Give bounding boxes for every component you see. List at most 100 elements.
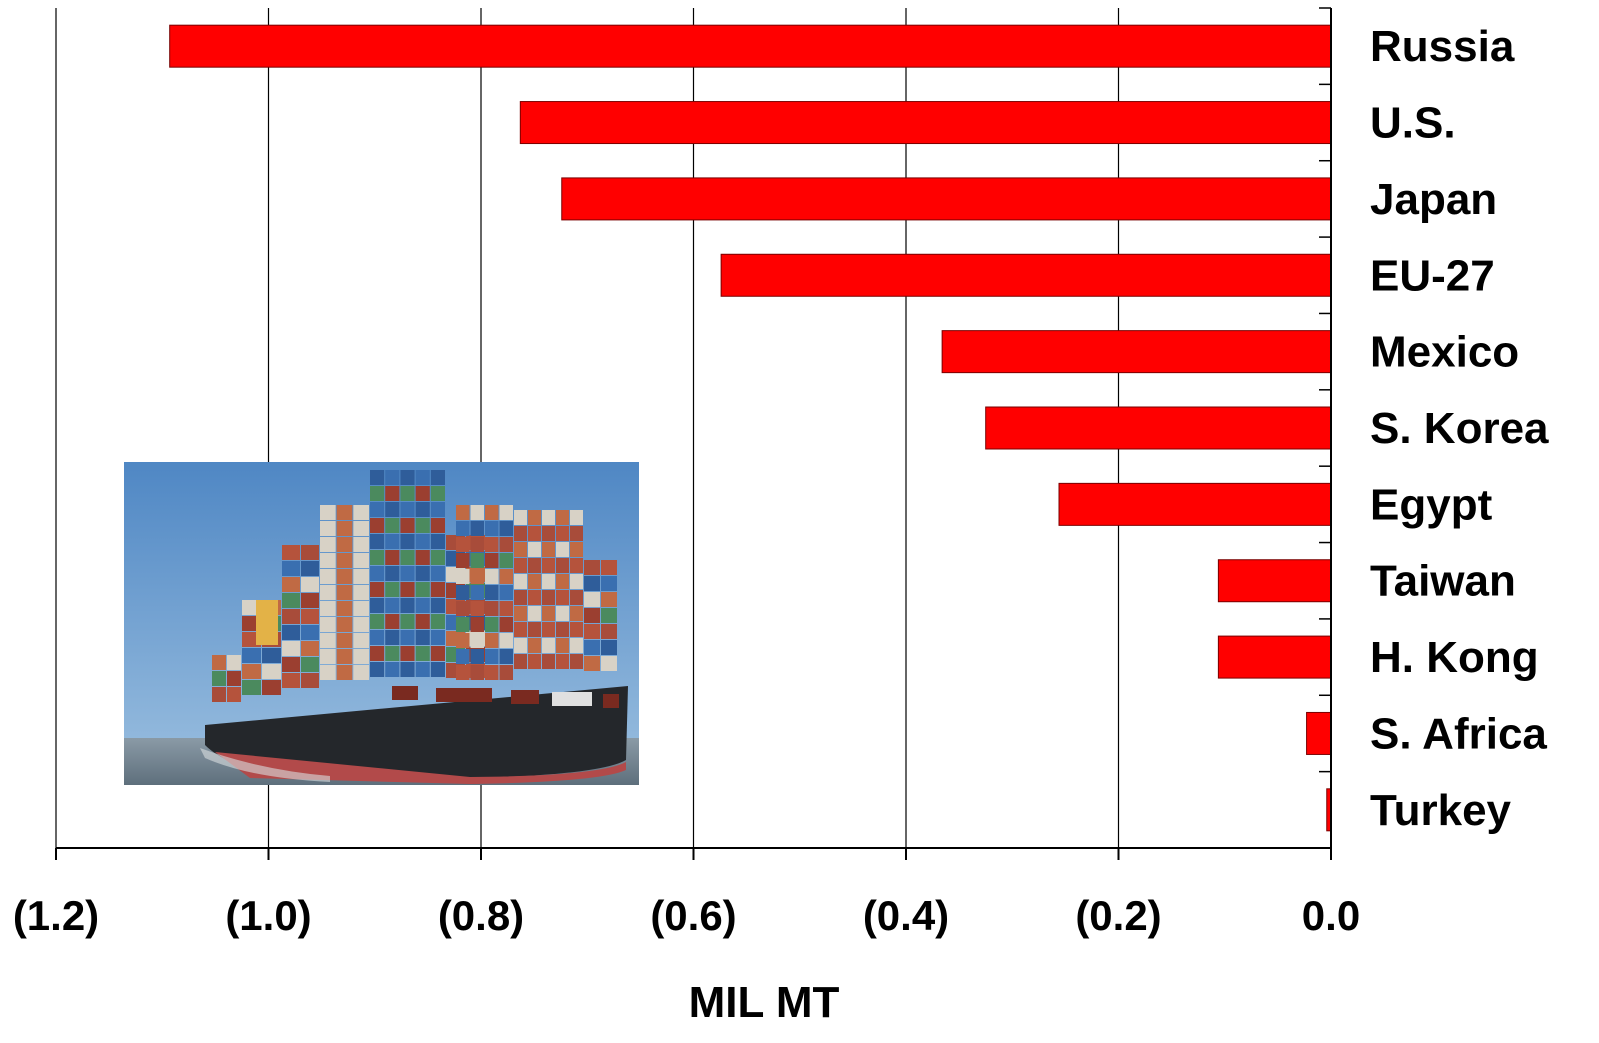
container-box: [485, 649, 499, 664]
tick-label: (0.6): [650, 892, 736, 939]
container-box: [570, 542, 583, 557]
container-box: [584, 608, 600, 623]
container-box: [499, 601, 513, 616]
container-box: [570, 590, 583, 605]
container-box: [336, 633, 353, 648]
container-box: [470, 537, 484, 552]
container-box: [336, 569, 353, 584]
container-box: [385, 518, 400, 533]
container-box: [227, 655, 241, 670]
container-box: [400, 614, 415, 629]
container-box: [415, 502, 430, 517]
container-box: [456, 601, 470, 616]
container-box: [514, 558, 527, 573]
bars: [169, 24, 1332, 832]
tick-labels: (1.2) (1.0) (0.8) (0.6) (0.4) (0.2) 0.0: [13, 892, 1360, 939]
container-box: [320, 585, 336, 600]
container-box: [485, 601, 499, 616]
container-box: [430, 486, 445, 501]
container-box: [485, 633, 499, 648]
container-box: [353, 569, 369, 584]
container-box: [320, 665, 336, 680]
container-box: [415, 518, 430, 533]
bar-eu-27: [720, 253, 1332, 297]
x-axis: [55, 7, 1332, 860]
container-box: [430, 566, 445, 581]
container-box: [514, 622, 527, 637]
bar-s-korea: [985, 406, 1332, 450]
x-axis-label: MIL MT: [689, 978, 840, 1027]
bar-japan: [561, 177, 1332, 221]
container-box: [320, 601, 336, 616]
container-box: [370, 662, 385, 677]
container-box: [320, 553, 336, 568]
ship-bridge: [256, 600, 278, 645]
container-box: [336, 617, 353, 632]
container-box: [370, 566, 385, 581]
container-box: [400, 598, 415, 613]
bar-s-africa: [1306, 711, 1332, 755]
container-box: [212, 687, 226, 702]
container-box: [336, 553, 353, 568]
bar-h-kong: [1217, 635, 1332, 679]
container-box: [301, 673, 319, 688]
container-box: [415, 646, 430, 661]
container-box: [242, 664, 261, 679]
container-box: [320, 649, 336, 664]
container-box: [499, 665, 513, 680]
container-box: [430, 646, 445, 661]
container-box: [336, 649, 353, 664]
container-box: [601, 576, 617, 591]
container-box: [499, 569, 513, 584]
container-box: [385, 614, 400, 629]
container-box: [470, 521, 484, 536]
bar-egypt: [1058, 482, 1332, 526]
container-box: [282, 673, 300, 688]
container-box: [514, 590, 527, 605]
container-box: [456, 617, 470, 632]
container-box: [320, 633, 336, 648]
container-box: [570, 558, 583, 573]
container-box: [385, 550, 400, 565]
container-box: [282, 561, 300, 576]
container-box: [499, 617, 513, 632]
category-label: Taiwan: [1370, 557, 1516, 606]
container-box: [456, 569, 470, 584]
container-box: [385, 646, 400, 661]
container-box: [528, 622, 541, 637]
container-box: [470, 505, 484, 520]
container-box: [528, 542, 541, 557]
container-box: [499, 521, 513, 536]
container-box: [528, 590, 541, 605]
category-label: U.S.: [1370, 99, 1456, 148]
container-box: [430, 470, 445, 485]
container-box: [353, 601, 369, 616]
container-box: [212, 671, 226, 686]
container-box: [415, 566, 430, 581]
container-box: [353, 665, 369, 680]
container-box: [385, 470, 400, 485]
container-box: [415, 470, 430, 485]
container-box: [385, 502, 400, 517]
container-box: [542, 638, 555, 653]
container-box: [400, 646, 415, 661]
container-box: [400, 534, 415, 549]
category-label: Turkey: [1370, 786, 1512, 835]
container-box: [528, 510, 541, 525]
container-box: [556, 558, 569, 573]
container-box: [514, 510, 527, 525]
container-box: [227, 687, 241, 702]
container-box: [242, 680, 261, 695]
bar-u-s: [519, 101, 1332, 145]
container-box: [415, 630, 430, 645]
container-box: [353, 617, 369, 632]
container-box: [584, 560, 600, 575]
container-box: [415, 614, 430, 629]
container-box: [499, 505, 513, 520]
container-box: [385, 662, 400, 677]
container-box: [456, 505, 470, 520]
container-box: [570, 526, 583, 541]
container-box: [514, 526, 527, 541]
container-box: [528, 654, 541, 669]
tick-label: (0.2): [1075, 892, 1161, 939]
